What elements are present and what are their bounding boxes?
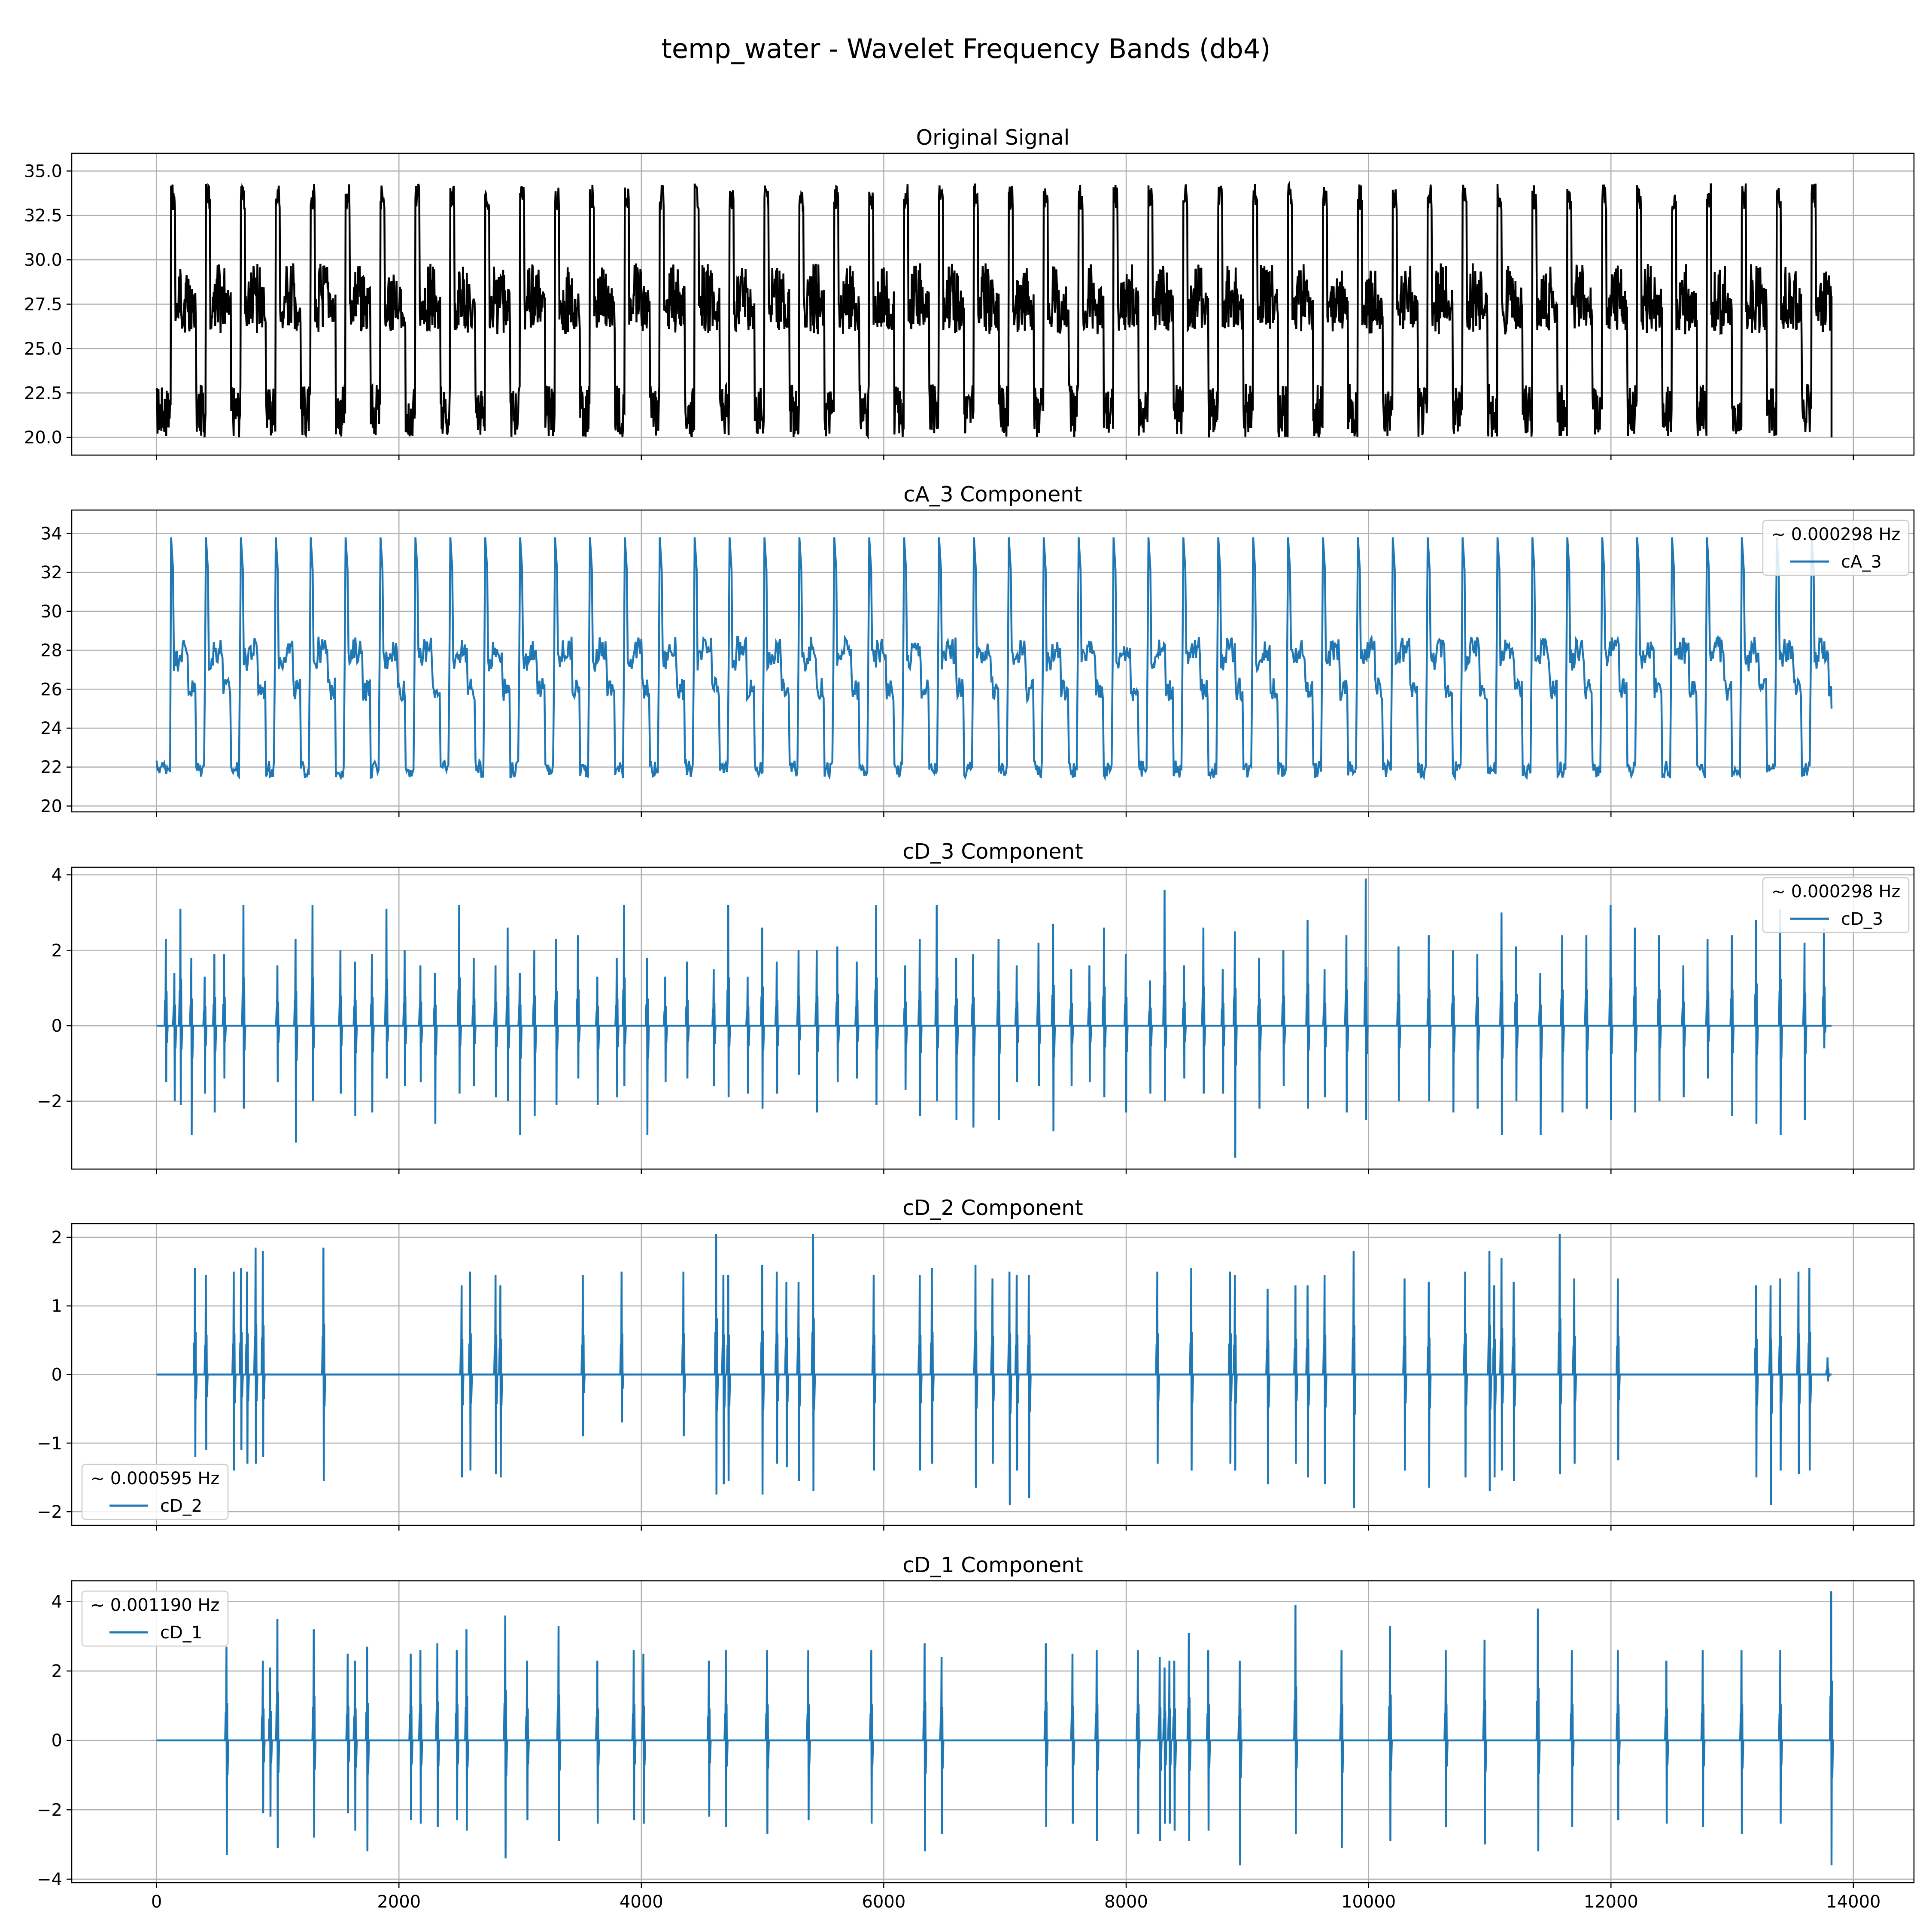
y-tick-label: 25.0 xyxy=(24,339,62,359)
y-tick-label: 24 xyxy=(40,719,62,738)
y-tick-label: −1 xyxy=(37,1434,62,1453)
y-tick-label: 26 xyxy=(40,680,62,699)
legend-label: cD_3 xyxy=(1841,909,1883,929)
panel-2: cA_3 Component 20 22 24 26 28 30 32 34 ~ 0.000298… xyxy=(40,482,1915,817)
panel-4: cD_2 Component −2 −1 0 1 2 ~ 0.000595 Hz cD_2 xyxy=(37,1196,1915,1531)
y-tick-label: 32 xyxy=(40,563,62,583)
series-line xyxy=(156,1233,1832,1509)
series-line xyxy=(155,181,1833,440)
y-tick-label: −4 xyxy=(37,1870,62,1889)
y-tick-label: 28 xyxy=(40,641,62,661)
axes-frame xyxy=(71,509,1915,813)
y-tick-label: 30 xyxy=(40,602,62,622)
panel-5: cD_1 Component −4 −2 0 2 4 0 2000 4000 6000 8000 10… xyxy=(37,1553,1915,1912)
legend: ~ 0.000298 Hz cD_3 xyxy=(1762,877,1910,933)
series-line xyxy=(155,537,1833,781)
panel-title: cD_3 Component xyxy=(902,839,1083,864)
series-line xyxy=(156,878,1832,1158)
legend-title: ~ 0.000595 Hz xyxy=(91,1469,220,1488)
y-tick-label: 20.0 xyxy=(24,428,62,448)
panel-title: cA_3 Component xyxy=(903,482,1082,507)
y-tick-label: 34 xyxy=(40,524,62,544)
y-tick-label: 22 xyxy=(40,758,62,778)
panel-title: cD_1 Component xyxy=(902,1553,1083,1577)
y-tick-label: 20 xyxy=(40,796,62,816)
y-tick-label: 0 xyxy=(52,1365,62,1385)
y-tick-label: 22.5 xyxy=(24,383,62,403)
series-line xyxy=(156,1591,1834,1865)
axes-frame xyxy=(71,866,1915,1170)
panel-title: cD_2 Component xyxy=(902,1196,1083,1220)
legend-title: ~ 0.001190 Hz xyxy=(91,1595,220,1615)
panels: Original Signal 20.0 22.5 25.0 27.5 30.0 32.5 3… xyxy=(24,125,1915,1912)
x-tick-label: 14000 xyxy=(1826,1892,1880,1912)
legend-title: ~ 0.000298 Hz xyxy=(1771,882,1901,902)
legend: ~ 0.000298 Hz cA_3 xyxy=(1762,519,1910,576)
y-tick-label: 30.0 xyxy=(24,250,62,270)
y-tick-label: 0 xyxy=(52,1016,62,1036)
y-tick-label: 27.5 xyxy=(24,295,62,315)
legend-title: ~ 0.000298 Hz xyxy=(1771,525,1901,544)
y-tick-label: 2 xyxy=(52,1662,62,1681)
y-tick-label: 35.0 xyxy=(24,161,62,181)
x-tick-label: 2000 xyxy=(377,1892,421,1912)
x-tick-label: 4000 xyxy=(620,1892,663,1912)
y-tick-label: 2 xyxy=(52,941,62,960)
y-tick-label: 0 xyxy=(52,1731,62,1751)
y-tick-label: −2 xyxy=(37,1092,62,1112)
legend: ~ 0.001190 Hz cD_1 xyxy=(81,1590,229,1647)
y-tick-label: 2 xyxy=(52,1228,62,1248)
x-tick-label: 8000 xyxy=(1104,1892,1148,1912)
y-tick-label: −2 xyxy=(37,1502,62,1522)
x-tick-label: 0 xyxy=(151,1892,162,1912)
y-tick-label: 1 xyxy=(52,1297,62,1316)
x-tick-label: 6000 xyxy=(862,1892,906,1912)
x-tick-label: 10000 xyxy=(1341,1892,1396,1912)
legend-label: cD_1 xyxy=(160,1623,202,1643)
y-tick-label: 4 xyxy=(52,866,62,885)
legend: ~ 0.000595 Hz cD_2 xyxy=(81,1464,229,1520)
x-tick-label: 12000 xyxy=(1584,1892,1638,1912)
panel-1: Original Signal 20.0 22.5 25.0 27.5 30.0 32.5 3… xyxy=(24,125,1915,460)
legend-label: cA_3 xyxy=(1841,552,1882,572)
y-tick-label: −2 xyxy=(37,1800,62,1820)
figure-title: temp_water - Wavelet Frequency Bands (db… xyxy=(662,33,1271,64)
legend-label: cD_2 xyxy=(160,1496,202,1516)
panel-3: cD_3 Component −2 0 2 4 ~ 0.000298 Hz cD_3 xyxy=(37,839,1915,1174)
y-tick-label: 32.5 xyxy=(24,206,62,226)
axes-frame xyxy=(71,1580,1915,1883)
panel-title: Original Signal xyxy=(916,125,1070,150)
y-tick-label: 4 xyxy=(52,1592,62,1612)
